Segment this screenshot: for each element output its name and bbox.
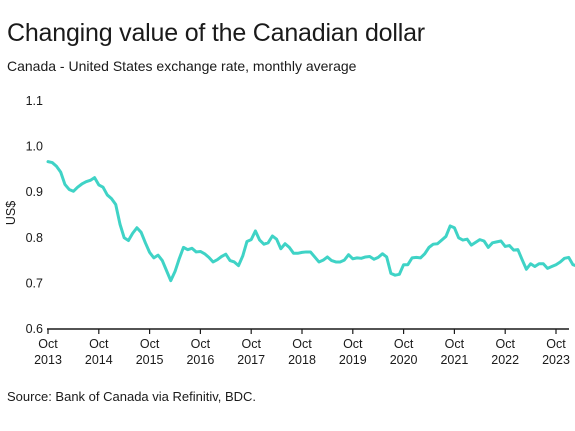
y-tick-label: 0.7 <box>26 276 43 290</box>
y-axis-ticks: 0.6 0.7 0.8 0.9 1.0 1.1 <box>26 94 43 336</box>
y-tick-label: 1.0 <box>26 140 43 154</box>
x-tick-year: 2019 <box>339 353 367 367</box>
x-tick-month: Oct <box>140 337 160 351</box>
x-tick-year: 2018 <box>288 353 316 367</box>
x-tick-month: Oct <box>38 337 58 351</box>
series-line <box>46 160 575 283</box>
x-tick-month: Oct <box>495 337 515 351</box>
y-tick-label: 0.6 <box>26 322 43 336</box>
x-tick-year: 2023 <box>542 353 570 367</box>
chart-subtitle: Canada - United States exchange rate, mo… <box>7 58 357 74</box>
x-tick-year: 2022 <box>491 353 519 367</box>
x-tick-month: Oct <box>89 337 109 351</box>
x-tick-year: 2013 <box>34 353 62 367</box>
x-tick-month: Oct <box>546 337 566 351</box>
x-tick-month: Oct <box>343 337 363 351</box>
x-tick-month: Oct <box>191 337 211 351</box>
x-tick-month: Oct <box>241 337 261 351</box>
x-tick-year: 2014 <box>85 353 113 367</box>
x-tick-month: Oct <box>292 337 312 351</box>
source-note: Source: Bank of Canada via Refinitiv, BD… <box>7 389 257 404</box>
x-tick-month: Oct <box>445 337 465 351</box>
x-tick-month: Oct <box>394 337 414 351</box>
x-tick-year: 2017 <box>237 353 265 367</box>
x-tick-year: 2021 <box>440 353 468 367</box>
y-axis-label: US$ <box>4 201 18 225</box>
x-tick-year: 2016 <box>186 353 214 367</box>
x-axis-ticks: Oct 2013 Oct 2014 Oct 2015 Oct 2016 Oct 2017 Oct 20… <box>34 329 570 367</box>
y-tick-label: 0.9 <box>26 185 43 199</box>
x-tick-year: 2015 <box>136 353 164 367</box>
chart-title: Changing value of the Canadian dollar <box>7 19 425 47</box>
x-tick-year: 2020 <box>390 353 418 367</box>
y-tick-label: 1.1 <box>26 94 43 108</box>
y-tick-label: 0.8 <box>26 231 43 245</box>
